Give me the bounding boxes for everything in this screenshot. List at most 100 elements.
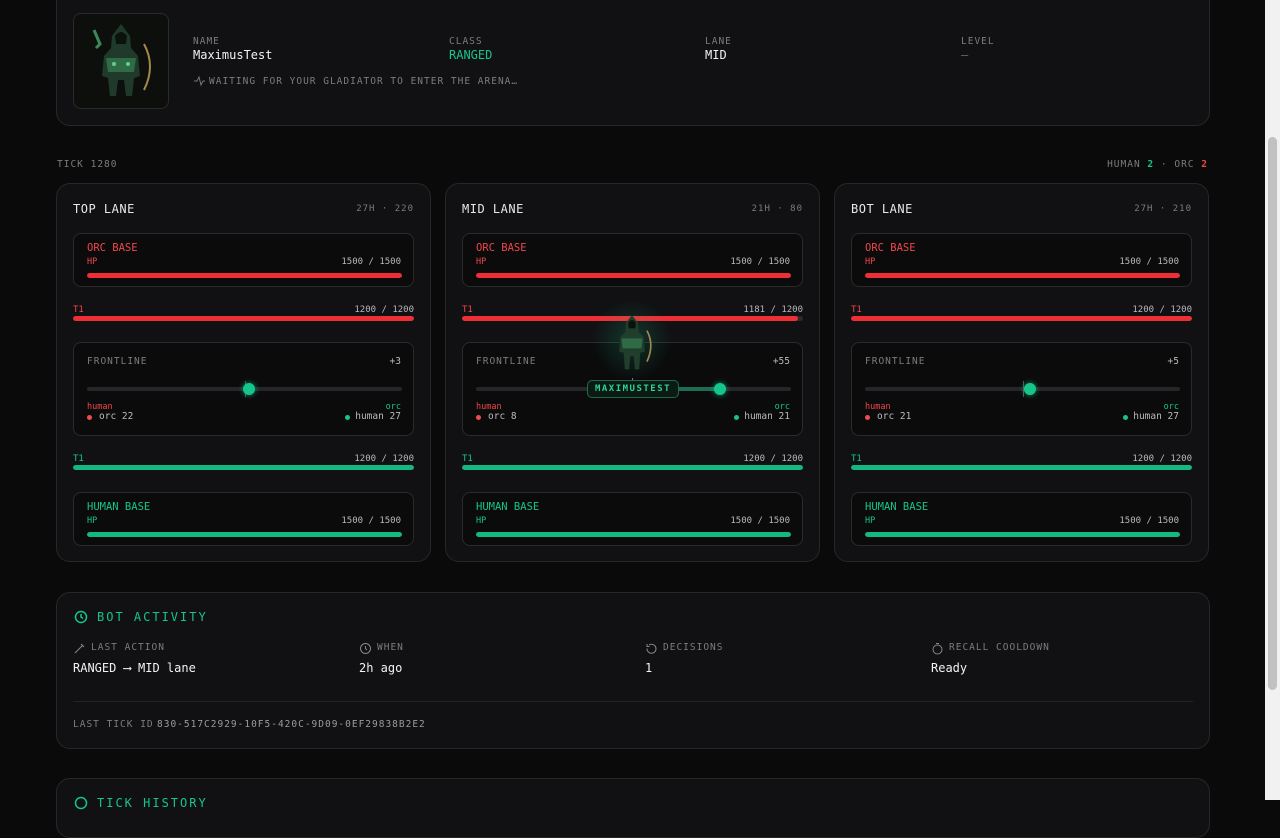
hp-value: 1500 / 1500 — [1119, 516, 1179, 526]
item-icon — [74, 643, 85, 654]
right-team: orc — [774, 402, 790, 412]
activity-card: BOT ACTIVITY LAST ACTION RANGED ⟶ MID lan… — [56, 592, 1210, 749]
item-label: DECISIONS — [663, 642, 724, 653]
center-tick — [1022, 381, 1024, 397]
hp-track — [851, 465, 1192, 470]
profile-card: NAME MaximusTest CLASS RANGED LANE MID L… — [56, 0, 1210, 126]
tower-label: T1 — [462, 454, 473, 464]
activity-icon — [74, 610, 88, 624]
frontline-label: FRONTLINE — [865, 356, 926, 367]
item-label: LAST ACTION — [91, 642, 165, 653]
human-label: HUMAN — [1107, 159, 1141, 170]
right-team: orc — [1163, 402, 1179, 412]
tower-label: T1 — [851, 305, 862, 315]
history-icon — [74, 796, 88, 810]
left-dot — [87, 415, 92, 420]
hp-bar — [476, 532, 791, 537]
left-dot — [476, 415, 481, 420]
hp-value: 1500 / 1500 — [341, 257, 401, 267]
tick-id: 830-517C2929-10F5-420C-9D09-0EF29838B2E2 — [157, 719, 426, 730]
hp-track — [462, 465, 803, 470]
hp-value: 1200 / 1200 — [354, 305, 414, 315]
scrollbar-track — [1265, 0, 1280, 800]
frontline-value: +55 — [772, 356, 790, 367]
hp-bar — [73, 316, 414, 321]
base-box: ORC BASE HP 1500 / 1500 — [73, 233, 414, 287]
base-box: ORC BASE HP 1500 / 1500 — [462, 233, 803, 287]
hp-label: HP — [87, 516, 98, 526]
frontline-box: FRONTLINE +5 human orc 21 orc human 27 — [851, 342, 1192, 436]
right-count: human 21 — [744, 411, 790, 422]
hp-bar — [462, 465, 803, 470]
hp-bar — [865, 532, 1180, 537]
right-dot — [345, 415, 350, 420]
tower-label: T1 — [851, 454, 862, 464]
activity-title: BOT ACTIVITY — [97, 610, 208, 624]
base-box: ORC BASE HP 1500 / 1500 — [851, 233, 1192, 287]
history-title: TICK HISTORY — [97, 796, 208, 810]
lane-title: TOP LANE — [73, 202, 135, 216]
human-count: 2 — [1147, 159, 1155, 170]
frontline-label: FRONTLINE — [476, 356, 537, 367]
base-box: HUMAN BASE HP 1500 / 1500 — [851, 492, 1192, 546]
item-icon — [646, 643, 657, 654]
frontline-marker — [243, 383, 256, 395]
frontline-label: FRONTLINE — [87, 356, 148, 367]
tower-label: T1 — [462, 305, 473, 315]
hp-bar — [851, 465, 1192, 470]
avatar — [92, 24, 151, 96]
hp-track — [865, 532, 1180, 537]
lane-card: TOP LANE 27H · 220 ORC BASE HP 1500 / 1500 T1… — [56, 183, 431, 562]
lane-avatar: MAXIMUSTEST — [580, 300, 684, 400]
frontline-value: +5 — [1167, 356, 1179, 367]
right-team: orc — [385, 402, 401, 412]
hp-track — [73, 316, 414, 321]
separator: · — [1160, 159, 1168, 170]
orc-label: ORC — [1174, 159, 1195, 170]
base-label: HUMAN BASE — [87, 501, 151, 513]
left-team: human — [87, 402, 113, 412]
hp-track — [87, 532, 402, 537]
base-label: HUMAN BASE — [865, 501, 929, 513]
orc-count: 2 — [1201, 159, 1208, 170]
item-icon — [932, 643, 943, 655]
avatar-tag: MAXIMUSTEST — [587, 380, 679, 398]
divider — [73, 701, 1193, 702]
left-count: orc 21 — [877, 411, 912, 422]
scrollbar-thumb[interactable] — [1268, 137, 1277, 690]
hp-track — [476, 532, 791, 537]
left-team: human — [865, 402, 891, 412]
pulse-icon — [194, 75, 205, 87]
hp-label: HP — [87, 257, 98, 267]
lane-meta: 21H · 80 — [751, 204, 803, 214]
status-text: WAITING FOR YOUR GLADIATOR TO ENTER THE … — [209, 76, 519, 87]
item-value: 2h ago — [359, 661, 403, 675]
hp-value: 1500 / 1500 — [1119, 257, 1179, 267]
hp-track — [476, 273, 791, 278]
team-counts: HUMAN 2 · ORC 2 — [1107, 159, 1208, 170]
base-label: HUMAN BASE — [476, 501, 540, 513]
right-dot — [1123, 415, 1128, 420]
avatar-sprite — [619, 315, 652, 370]
left-team: human — [476, 402, 502, 412]
frontline-marker — [1024, 383, 1037, 395]
hp-track — [87, 273, 402, 278]
left-count: orc 8 — [488, 411, 517, 422]
frontline-box: FRONTLINE +3 human orc 22 orc human 27 — [73, 342, 414, 436]
hp-bar — [87, 273, 402, 278]
base-label: ORC BASE — [865, 242, 916, 254]
hp-value: 1200 / 1200 — [1132, 454, 1192, 464]
right-count: human 27 — [355, 411, 401, 422]
hp-bar — [865, 273, 1180, 278]
lane-title: MID LANE — [462, 202, 524, 216]
item-label: RECALL COOLDOWN — [949, 642, 1050, 653]
hp-bar — [476, 273, 791, 278]
tower-label: T1 — [73, 305, 84, 315]
hp-track — [865, 273, 1180, 278]
hp-value: 1500 / 1500 — [730, 257, 790, 267]
lane-card: BOT LANE 27H · 210 ORC BASE HP 1500 / 1500 T1… — [834, 183, 1209, 562]
field-value: MID — [705, 48, 727, 62]
hp-value: 1200 / 1200 — [354, 454, 414, 464]
hp-value: 1181 / 1200 — [743, 305, 803, 315]
field-value: MaximusTest — [193, 48, 273, 62]
